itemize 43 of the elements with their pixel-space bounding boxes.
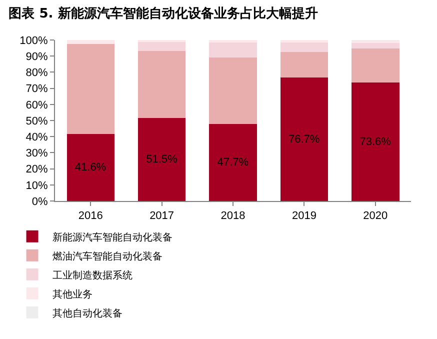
x-tick-label: 2017: [150, 210, 174, 222]
bar: [280, 52, 328, 78]
bar: [280, 78, 328, 201]
data-label: 73.6%: [360, 136, 392, 148]
bar: [209, 42, 257, 58]
legend-label: 其他业务: [52, 288, 92, 300]
bar: [66, 134, 114, 201]
bar: [66, 44, 114, 134]
y-tick-label: 10%: [26, 180, 48, 192]
legend-label: 其他自动化装备: [52, 307, 122, 320]
x-tick-label: 2020: [363, 210, 388, 222]
bar: [280, 42, 328, 52]
data-label: 41.6%: [74, 162, 106, 174]
x-tick-label: 2018: [220, 210, 246, 222]
data-label: 47.7%: [217, 156, 249, 169]
y-tick-label: 30%: [26, 148, 48, 160]
y-tick-label: 0%: [32, 196, 48, 208]
legend-label: 新能源汽车智能自动化装备: [52, 231, 172, 244]
bar: [138, 118, 186, 201]
data-label: 51.5%: [146, 154, 178, 166]
bar: [209, 58, 257, 124]
y-tick-label: 40%: [26, 131, 48, 144]
bar: [138, 42, 186, 52]
y-tick-label: 90%: [26, 50, 48, 63]
y-tick-label: 50%: [26, 115, 48, 128]
bar: [66, 40, 114, 44]
y-tick-label: 70%: [26, 83, 48, 96]
y-tick-label: 20%: [26, 164, 48, 176]
y-tick-label: 60%: [26, 99, 48, 112]
bar: [352, 42, 400, 49]
y-tick-label: 100%: [20, 34, 48, 47]
bar: [352, 82, 400, 201]
x-tick-label: 2019: [292, 210, 316, 222]
legend-label: 工业制造数据系统: [52, 269, 132, 282]
data-label: 76.7%: [288, 133, 320, 146]
bar: [138, 51, 186, 118]
bar: [209, 40, 257, 43]
legend-label: 燃油汽车智能自动化装备: [52, 250, 162, 262]
y-tick-label: 80%: [26, 67, 48, 80]
bar: [352, 48, 400, 82]
x-tick-label: 2016: [78, 210, 103, 222]
bar: [209, 124, 257, 201]
chart-title: 图表 5. 新能源汽车智能自动化设备业务占比大幅提升: [8, 6, 318, 22]
